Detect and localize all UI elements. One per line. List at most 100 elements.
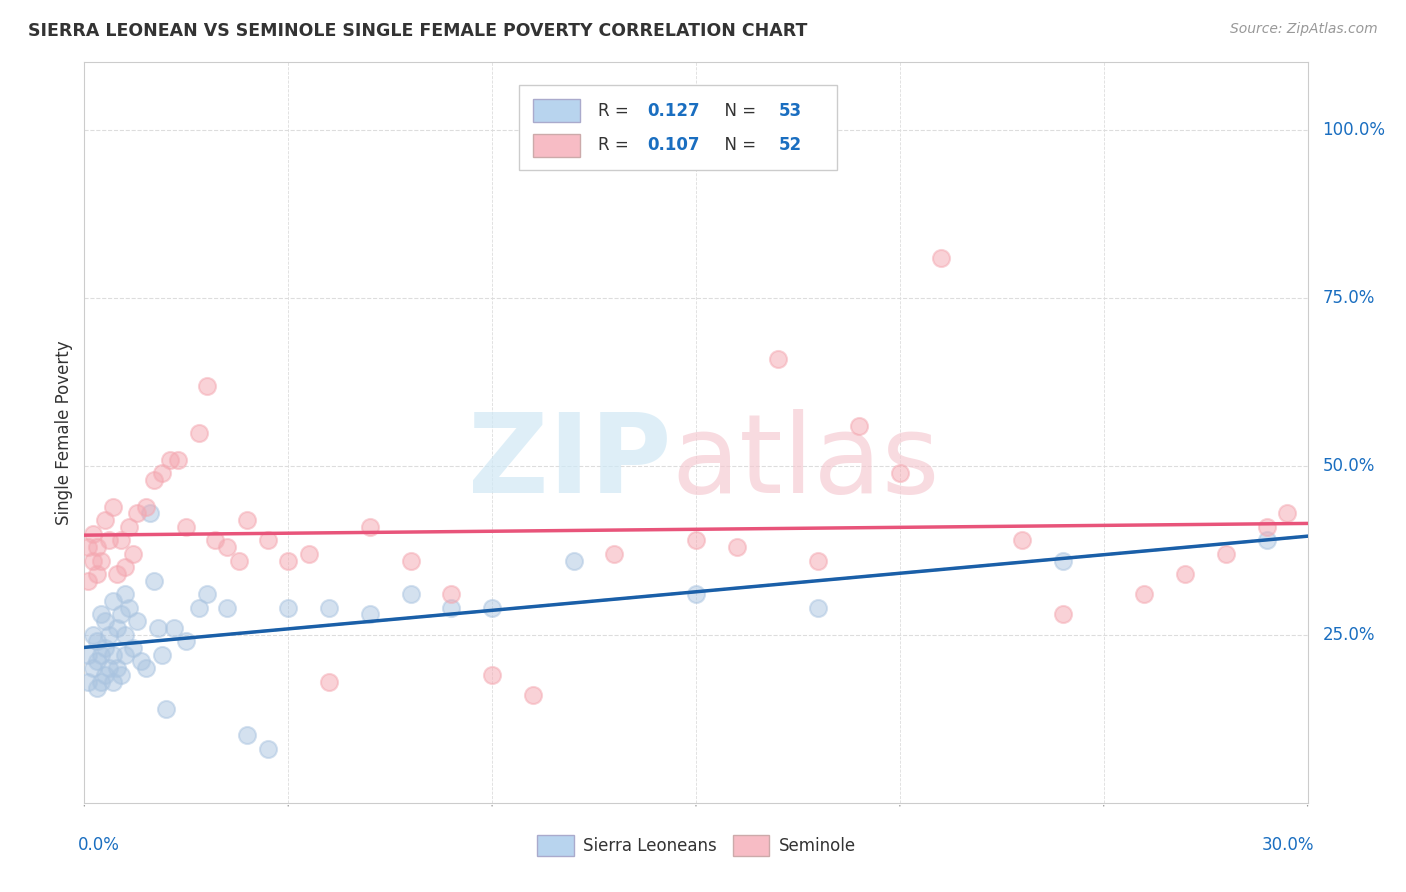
Text: R =: R = bbox=[598, 136, 634, 154]
Text: R =: R = bbox=[598, 102, 634, 120]
Point bbox=[318, 600, 340, 615]
Point bbox=[187, 425, 209, 440]
Point bbox=[86, 566, 108, 581]
Point bbox=[155, 701, 177, 715]
Point bbox=[77, 674, 100, 689]
Point bbox=[93, 640, 115, 655]
Text: 100.0%: 100.0% bbox=[1322, 120, 1385, 139]
Point bbox=[217, 540, 239, 554]
Point bbox=[82, 553, 104, 567]
Point bbox=[114, 560, 136, 574]
Point bbox=[135, 500, 157, 514]
Point bbox=[889, 466, 911, 480]
Point bbox=[562, 553, 585, 567]
Point bbox=[118, 520, 141, 534]
Point bbox=[236, 729, 259, 743]
Point bbox=[138, 507, 160, 521]
Point bbox=[131, 655, 153, 669]
Point bbox=[82, 526, 104, 541]
Text: 52: 52 bbox=[779, 136, 803, 154]
Point bbox=[127, 614, 149, 628]
Point bbox=[86, 540, 108, 554]
Point bbox=[97, 533, 120, 548]
Point bbox=[86, 655, 108, 669]
Point bbox=[1277, 507, 1299, 521]
Point bbox=[77, 574, 100, 588]
Point bbox=[77, 648, 100, 662]
Point bbox=[228, 553, 250, 567]
FancyBboxPatch shape bbox=[533, 134, 579, 157]
Text: N =: N = bbox=[714, 102, 762, 120]
Point bbox=[236, 513, 259, 527]
Point bbox=[142, 574, 165, 588]
Point bbox=[217, 600, 239, 615]
Point bbox=[97, 627, 120, 641]
Text: atlas: atlas bbox=[672, 409, 941, 516]
Point bbox=[150, 648, 173, 662]
Text: Source: ZipAtlas.com: Source: ZipAtlas.com bbox=[1230, 22, 1378, 37]
Text: 53: 53 bbox=[779, 102, 803, 120]
Text: Seminole: Seminole bbox=[779, 837, 856, 855]
Point bbox=[93, 668, 115, 682]
Point bbox=[603, 547, 626, 561]
Point bbox=[82, 661, 104, 675]
Point bbox=[101, 500, 124, 514]
Point bbox=[257, 533, 280, 548]
Text: 0.127: 0.127 bbox=[647, 102, 700, 120]
Point bbox=[135, 661, 157, 675]
Point bbox=[1052, 553, 1074, 567]
Point bbox=[195, 587, 218, 601]
Point bbox=[101, 594, 124, 608]
Point bbox=[167, 452, 190, 467]
Text: 25.0%: 25.0% bbox=[1322, 625, 1375, 643]
Point bbox=[90, 607, 112, 622]
Point bbox=[122, 547, 145, 561]
Point bbox=[110, 668, 132, 682]
Point bbox=[114, 627, 136, 641]
Point bbox=[142, 473, 165, 487]
Point bbox=[86, 634, 108, 648]
Point bbox=[359, 520, 381, 534]
Point bbox=[77, 540, 100, 554]
Point bbox=[1133, 587, 1156, 601]
Point bbox=[359, 607, 381, 622]
Point bbox=[725, 540, 748, 554]
Point bbox=[163, 621, 186, 635]
Point bbox=[1011, 533, 1033, 548]
Text: ZIP: ZIP bbox=[468, 409, 672, 516]
Point bbox=[440, 600, 463, 615]
Point bbox=[114, 587, 136, 601]
Point bbox=[105, 661, 128, 675]
Point bbox=[105, 621, 128, 635]
Point bbox=[522, 688, 544, 702]
Point bbox=[399, 553, 422, 567]
Point bbox=[82, 627, 104, 641]
Point bbox=[277, 600, 299, 615]
Point bbox=[90, 674, 112, 689]
Point bbox=[150, 466, 173, 480]
Point bbox=[399, 587, 422, 601]
Text: 0.107: 0.107 bbox=[647, 136, 700, 154]
Point bbox=[90, 553, 112, 567]
Point bbox=[146, 621, 169, 635]
FancyBboxPatch shape bbox=[733, 836, 769, 856]
FancyBboxPatch shape bbox=[533, 99, 579, 122]
Point bbox=[110, 533, 132, 548]
Point bbox=[685, 533, 707, 548]
Point bbox=[174, 634, 197, 648]
Point bbox=[481, 668, 503, 682]
Point bbox=[298, 547, 321, 561]
Point bbox=[174, 520, 197, 534]
Point bbox=[1256, 520, 1278, 534]
Point bbox=[318, 674, 340, 689]
Point bbox=[122, 640, 145, 655]
Point bbox=[187, 600, 209, 615]
Point bbox=[929, 251, 952, 265]
Text: SIERRA LEONEAN VS SEMINOLE SINGLE FEMALE POVERTY CORRELATION CHART: SIERRA LEONEAN VS SEMINOLE SINGLE FEMALE… bbox=[28, 22, 807, 40]
Point bbox=[101, 648, 124, 662]
Text: 50.0%: 50.0% bbox=[1322, 458, 1375, 475]
Point bbox=[127, 507, 149, 521]
Point bbox=[1174, 566, 1197, 581]
Point bbox=[807, 553, 830, 567]
Point bbox=[204, 533, 226, 548]
